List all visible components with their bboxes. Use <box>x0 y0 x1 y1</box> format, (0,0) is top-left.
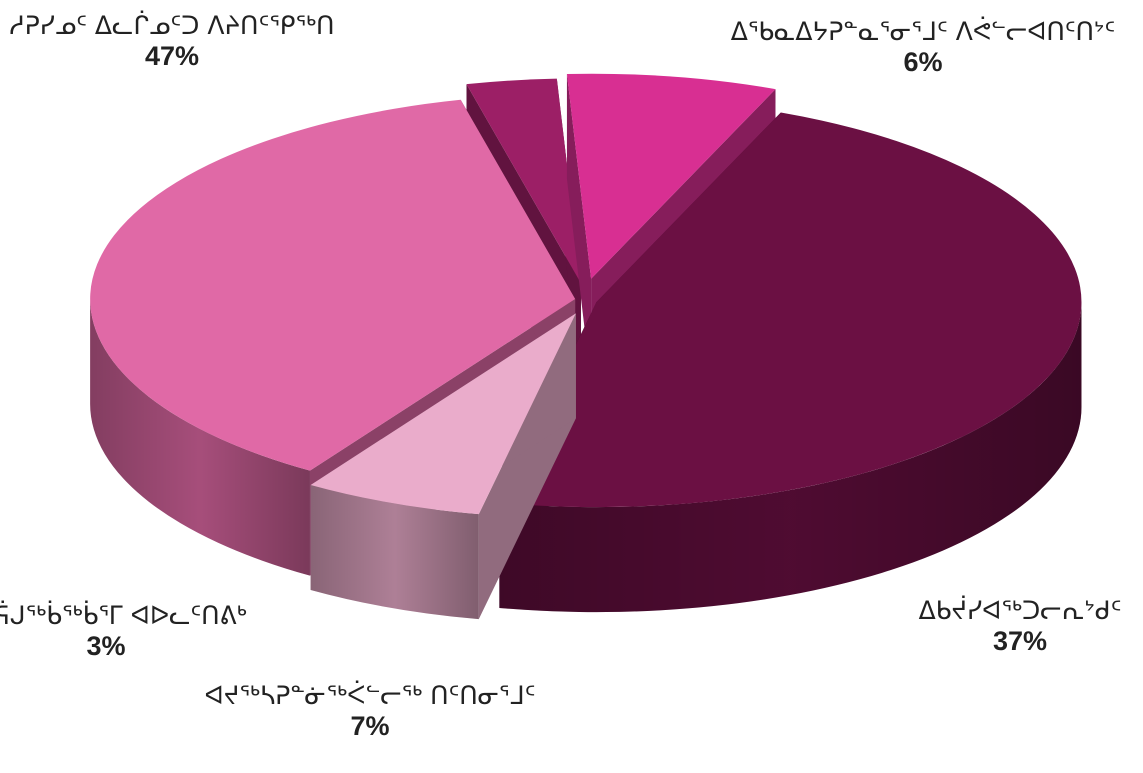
slice-3-top <box>466 78 581 284</box>
slice-1-outer-shading-0 <box>310 484 479 620</box>
pie-slice-1 <box>310 313 576 620</box>
label-slice-0-name: ᓱᕈᓯᓄᑦ ᐃᓚᒌᓄᑦᑐ ᐱᔨᑎᑦᕿᖅᑎ <box>9 11 335 40</box>
label-slice-3-pct: 3% <box>86 631 126 661</box>
label-slice-0-pct: 47% <box>144 41 200 71</box>
label-slice-0: ᓱᕈᓯᓄᑦ ᐃᓚᒌᓄᑦᑐ ᐱᔨᑎᑦᕿᖅᑎ 47% <box>10 10 335 72</box>
slice-4-wall-0 <box>566 73 592 384</box>
slice-2-outer-shading-0 <box>90 298 310 576</box>
slice-4-top <box>566 73 776 279</box>
label-slice-3-name: ᐊᕐᕌᒍᖅᑳᖅᑳᕐᒥ ᐊᐅᓚᑦᑎᕕᒃ <box>0 601 247 630</box>
label-slice-4-name: ᐊᔪᖅᓴᕈᓐᓃᖅᐹᓪᓕᖅ ᑎᑦᑎᓂᕐᒧᑦ <box>204 681 536 710</box>
slice-2-top <box>90 99 576 471</box>
label-slice-4-pct: 7% <box>350 711 390 741</box>
label-slice-1-name: ᐃᖃᓇᐃᔭᕈᓐᓇᕐᓂᕐᒧᑦ ᐱᕚᓪᓕᐊᑎᑦᑎᔾᑦ <box>730 17 1116 46</box>
label-slice-2-name: ᐃᑲᔫᓯᐊᖅᑐᓕᕆᔾᑯᑦ <box>918 596 1122 625</box>
label-slice-1-pct: 6% <box>903 47 943 77</box>
slice-1-top <box>310 313 576 515</box>
slice-0-outer-shading-0 <box>499 302 1082 613</box>
label-slice-2: ᐃᑲᔫᓯᐊᖅᑐᓕᕆᔾᑯᑦ 37% <box>919 595 1122 657</box>
label-slice-1: ᐃᖃᓇᐃᔭᕈᓐᓇᕐᓂᕐᒧᑦ ᐱᕚᓪᓕᐊᑎᑦᑎᔾᑦ 6% <box>731 16 1116 78</box>
label-slice-2-pct: 37% <box>992 626 1048 656</box>
slice-0-top <box>499 112 1082 508</box>
label-slice-4: ᐊᔪᖅᓴᕈᓐᓃᖅᐹᓪᓕᖅ ᑎᑦᑎᓂᕐᒧᑦ 7% <box>205 680 536 742</box>
label-slice-3: ᐊᕐᕌᒍᖅᑳᖅᑳᕐᒥ ᐊᐅᓚᑦᑎᕕᒃ 3% <box>0 600 247 662</box>
